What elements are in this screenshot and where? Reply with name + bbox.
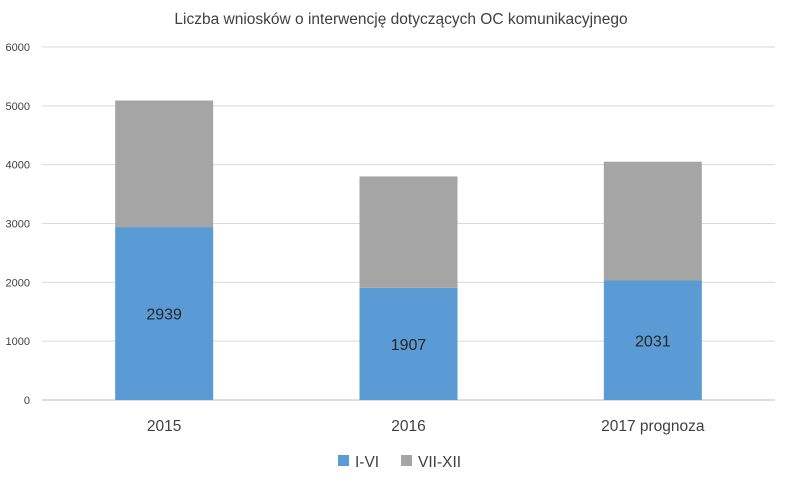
bars <box>115 100 702 400</box>
x-axis: 2015 2016 2017 prognoza <box>147 418 705 435</box>
legend-swatch <box>338 455 349 466</box>
bar-vii-xii <box>115 100 214 228</box>
x-tick-label: 2017 prognoza <box>601 418 705 435</box>
data-label: 2031 <box>635 333 671 350</box>
bar-i-vi <box>359 287 458 400</box>
data-label: 2939 <box>146 307 182 324</box>
data-label: 1907 <box>391 337 427 354</box>
bar-i-vi <box>115 227 214 400</box>
bar-vii-xii <box>359 176 458 288</box>
x-tick-label: 2015 <box>147 418 181 435</box>
y-tick-label: 4000 <box>6 160 30 172</box>
y-tick-label: 5000 <box>6 101 30 113</box>
y-tick-label: 2000 <box>6 277 30 289</box>
y-tick-label: 0 <box>24 395 30 407</box>
y-tick-label: 3000 <box>6 219 30 231</box>
legend-label: I-VI <box>355 454 379 471</box>
y-tick-label: 1000 <box>6 336 30 348</box>
bar-vii-xii <box>603 161 702 281</box>
chart-title: Liczba wniosków o interwencję dotyczącyc… <box>174 11 627 28</box>
legend-label: VII-XII <box>418 454 461 471</box>
y-axis: 0 1000 2000 3000 4000 5000 6000 <box>6 42 30 407</box>
data-labels: 2939 1907 2031 <box>146 307 670 354</box>
x-tick-label: 2016 <box>391 418 425 435</box>
bar-i-vi <box>603 280 702 400</box>
y-tick-label: 6000 <box>6 42 30 54</box>
legend-swatch <box>401 455 412 466</box>
legend: I-VI VII-XII <box>338 454 461 471</box>
